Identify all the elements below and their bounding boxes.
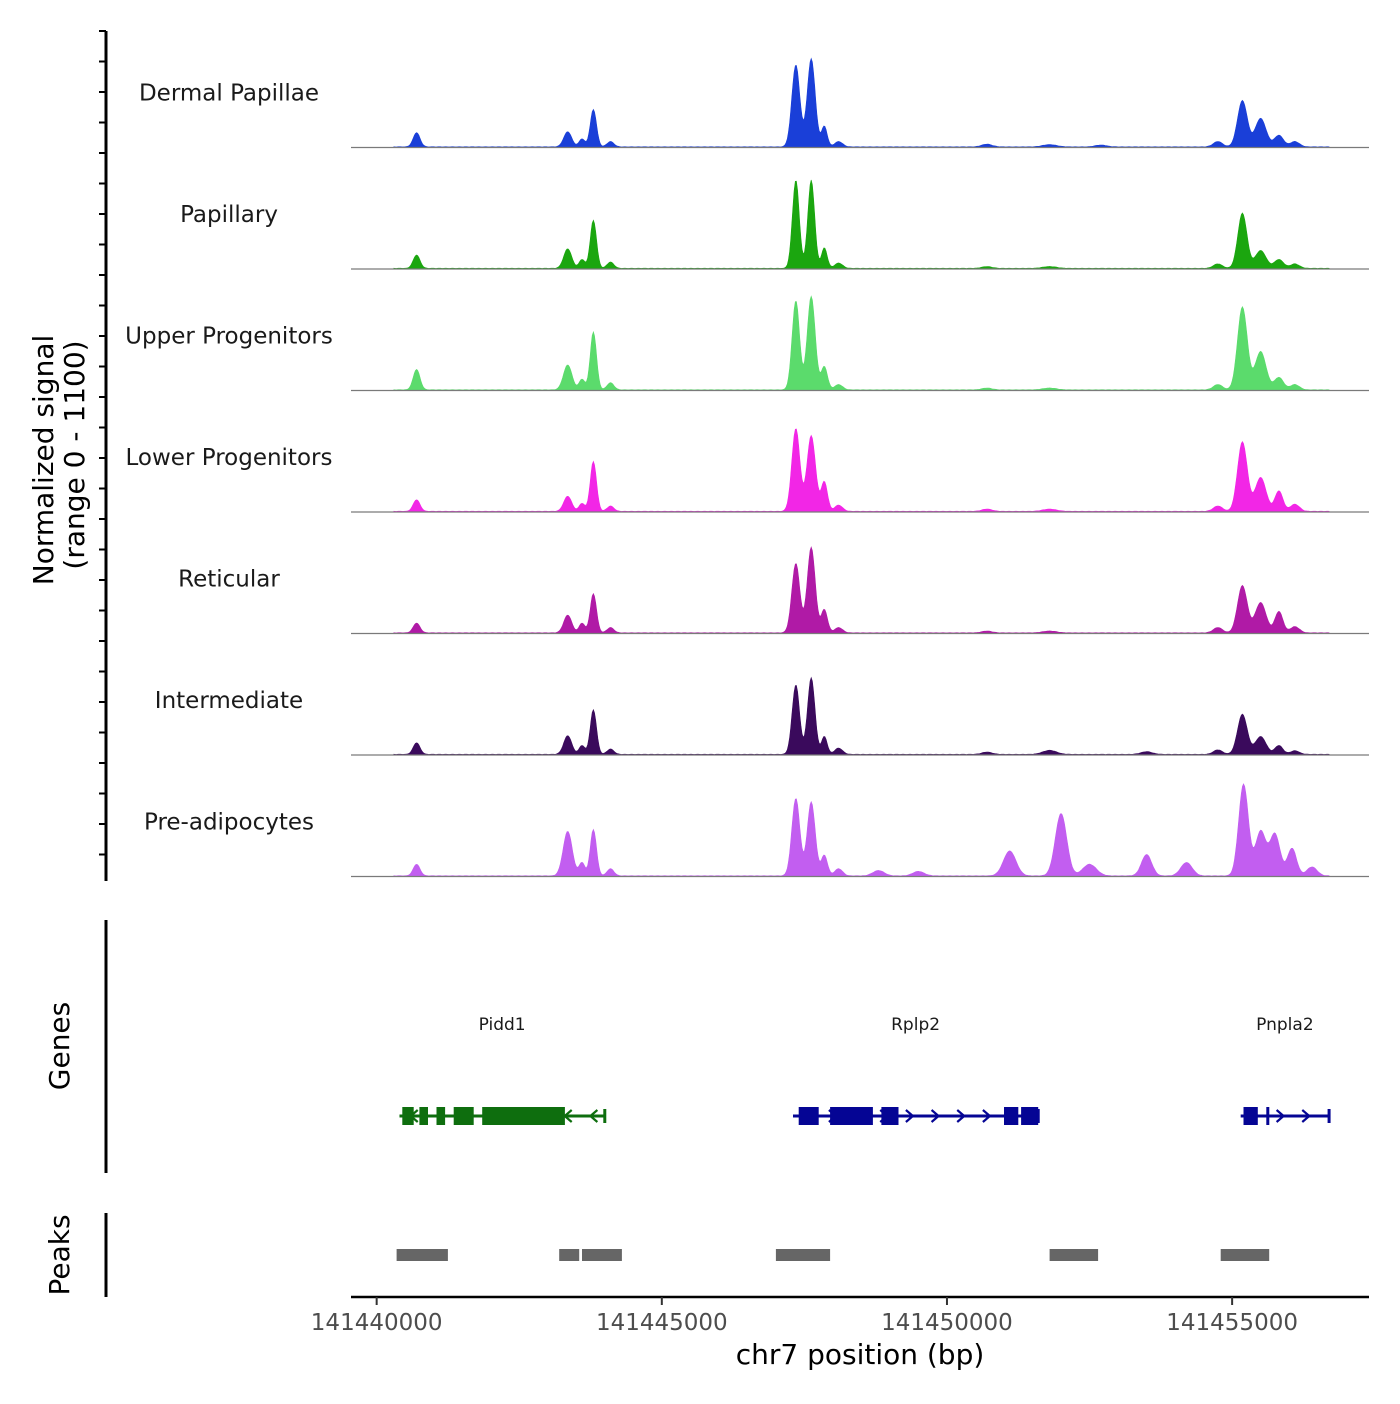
track-label: Reticular bbox=[178, 567, 280, 593]
gene-exon bbox=[436, 1107, 446, 1125]
genes-panel-label: Genes bbox=[43, 1002, 76, 1090]
track-label: Intermediate bbox=[155, 688, 303, 714]
track-label: Lower Progenitors bbox=[126, 445, 333, 471]
track-intermediate: Intermediate bbox=[155, 676, 1369, 756]
gene-annotation-track: Pidd1 Rplp2 Pnpla2 bbox=[399, 1015, 1331, 1125]
strand-arrow bbox=[1301, 1109, 1311, 1123]
track-dermal-papillae: Dermal Papillae bbox=[139, 57, 1369, 149]
x-tick-label: 141455000 bbox=[1166, 1310, 1298, 1336]
gene-label: Pidd1 bbox=[479, 1015, 526, 1035]
signal-area bbox=[393, 676, 1330, 756]
track-label: Pre-adipocytes bbox=[144, 810, 314, 836]
y-axis-title-line1: Normalized signal bbox=[27, 335, 60, 586]
gene-rplp2: Rplp2 bbox=[792, 1015, 1040, 1125]
coverage-tracks: Dermal Papillae Papillary Upper Progenitor… bbox=[125, 57, 1369, 878]
strand-arrow bbox=[588, 1109, 599, 1123]
y-axis-title-line2: (range 0 - 1100) bbox=[58, 340, 91, 569]
x-tick-label: 141445000 bbox=[596, 1310, 728, 1336]
gene-exon bbox=[1266, 1107, 1270, 1125]
track-label: Upper Progenitors bbox=[125, 324, 333, 350]
strand-arrow bbox=[982, 1109, 992, 1123]
gene-exon bbox=[1004, 1107, 1019, 1125]
gene-pnpla2: Pnpla2 bbox=[1240, 1015, 1331, 1125]
gene-exon bbox=[453, 1107, 474, 1125]
track-pre-adipocytes: Pre-adipocytes bbox=[144, 783, 1369, 878]
track-label: Papillary bbox=[180, 202, 278, 228]
gene-pidd1: Pidd1 bbox=[399, 1015, 607, 1125]
strand-arrow bbox=[930, 1109, 941, 1123]
peak-region bbox=[1049, 1249, 1099, 1261]
peak-regions-track bbox=[396, 1249, 1270, 1261]
strand-arrow bbox=[1275, 1109, 1286, 1123]
x-axis-title: chr7 position (bp) bbox=[736, 1338, 985, 1371]
x-tick-label: 141440000 bbox=[311, 1310, 443, 1336]
strand-arrow bbox=[905, 1109, 915, 1123]
strand-arrow bbox=[956, 1109, 966, 1123]
peak-region bbox=[559, 1249, 580, 1261]
signal-area bbox=[393, 179, 1330, 270]
peaks-panel-label: Peaks bbox=[43, 1214, 76, 1295]
signal-area bbox=[393, 783, 1330, 877]
gene-label: Rplp2 bbox=[891, 1015, 940, 1035]
gene-exon bbox=[1243, 1107, 1258, 1125]
track-reticular: Reticular bbox=[178, 546, 1369, 635]
gene-exon bbox=[1021, 1107, 1039, 1125]
peak-region bbox=[775, 1249, 831, 1261]
gene-label: Pnpla2 bbox=[1256, 1015, 1313, 1035]
gene-exon bbox=[798, 1107, 819, 1125]
signal-area bbox=[393, 295, 1330, 391]
peak-region bbox=[396, 1249, 448, 1261]
peak-region bbox=[582, 1249, 622, 1261]
gene-exon bbox=[482, 1107, 565, 1125]
signal-area bbox=[393, 57, 1330, 148]
gene-exon bbox=[830, 1107, 873, 1125]
gene-exon bbox=[881, 1107, 899, 1125]
signal-area bbox=[393, 428, 1330, 513]
signal-y-axis bbox=[99, 30, 108, 881]
peak-region bbox=[1220, 1249, 1270, 1261]
signal-area bbox=[393, 546, 1330, 634]
x-tick-label: 141450000 bbox=[881, 1310, 1013, 1336]
track-papillary: Papillary bbox=[180, 179, 1369, 270]
gene-exon bbox=[419, 1107, 428, 1125]
track-upper-progenitors: Upper Progenitors bbox=[125, 295, 1369, 392]
gene-exon bbox=[402, 1107, 414, 1125]
track-label: Dermal Papillae bbox=[139, 81, 319, 107]
track-lower-progenitors: Lower Progenitors bbox=[126, 428, 1369, 513]
x-axis-ticks: 141440000 141445000 141450000 141455000 bbox=[311, 1297, 1298, 1336]
